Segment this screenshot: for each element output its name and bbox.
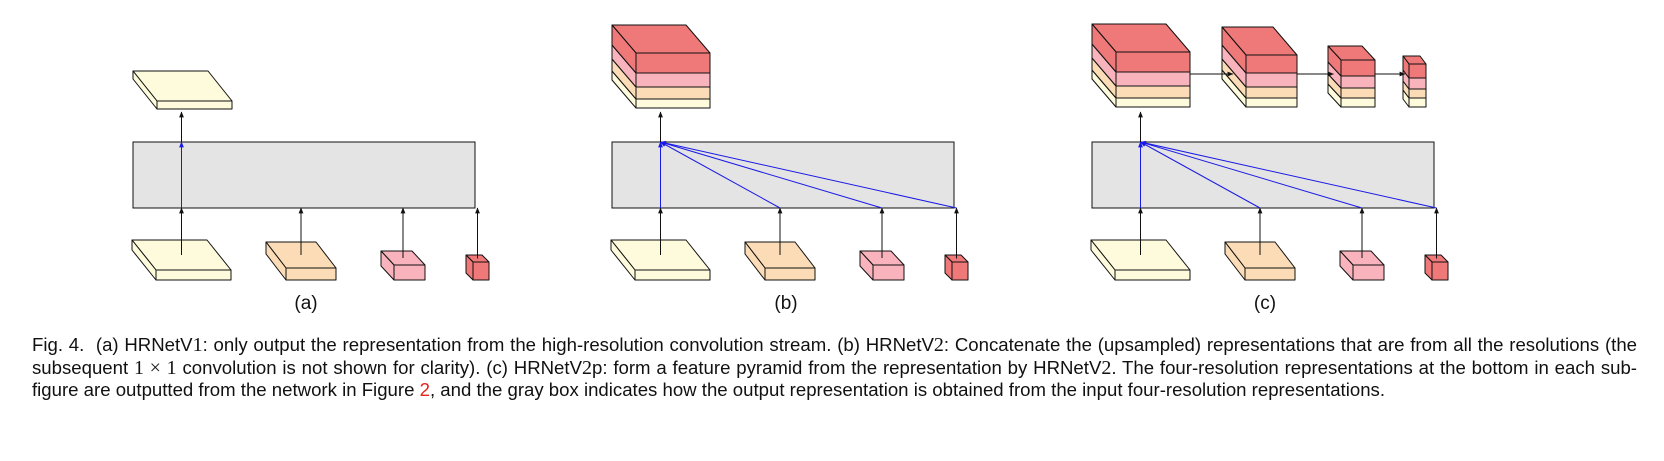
caption-a-text: : only output the representation from th… <box>202 334 832 355</box>
b-input-level-2 <box>744 241 816 281</box>
subfigure-b-label: (b) <box>774 293 797 314</box>
caption-b-label: (b) HRNetV <box>837 334 934 355</box>
caption-b-text: : Concatenate the (upsampled) representa… <box>32 334 1637 378</box>
c-pyramid-level-2 <box>1221 26 1298 108</box>
b-blue-arrow-3 <box>659 141 883 209</box>
a-input-level-4 <box>465 254 490 281</box>
hrnet-output-diagram: (a) (b) (c) <box>131 23 1449 314</box>
subfigure-a-label: (a) <box>294 293 317 314</box>
b-gray-box <box>611 141 955 209</box>
a-gray-box <box>132 141 476 209</box>
subfigure-c <box>1090 23 1449 281</box>
b-concat-output-layer-4 <box>611 24 711 74</box>
caption-c-num: 2 <box>581 356 592 379</box>
c-blue-arrow-4 <box>1139 140 1437 209</box>
c-blue-arrow-2 <box>1139 141 1261 209</box>
figure-caption: Fig. 4. (a) HRNetV1: only output the rep… <box>32 334 1637 402</box>
caption-conv-size: 1 × 1 <box>134 356 177 379</box>
c-input-level-4 <box>1424 254 1449 281</box>
caption-c-suffix: p <box>591 356 603 378</box>
a-input-level-3 <box>380 250 426 281</box>
caption-a-label: (a) HRNetV <box>95 334 193 355</box>
caption-c-text3: , and the gray box indicates how the out… <box>429 379 1386 400</box>
subfigure-b <box>610 24 969 281</box>
caption-c-label: (c) HRNetV <box>486 356 582 378</box>
figure-2-link[interactable]: 2 <box>419 379 430 400</box>
b-blue-arrow-4 <box>659 140 957 209</box>
c-pyramid-level-2-layer-4 <box>1221 26 1298 74</box>
subfigure-c-label: (c) <box>1254 293 1276 314</box>
c-pyramid-level-1 <box>1091 23 1191 108</box>
c-pyramid-level-1-layer-4 <box>1091 23 1191 73</box>
c-gray-box <box>1091 141 1435 209</box>
caption-prefix: Fig. 4. <box>32 334 85 355</box>
b-concat-output <box>611 24 711 109</box>
c-pyramid-level-4 <box>1402 55 1427 108</box>
caption-b-num: 2 <box>933 334 944 356</box>
a-output-representation <box>132 70 233 110</box>
caption-c-num2: 2 <box>1101 356 1112 379</box>
caption-c-text: : form a feature pyramid from the repres… <box>602 356 1102 378</box>
c-pyramid-level-4-layer-4 <box>1402 55 1427 79</box>
c-pyramid-level-3 <box>1327 45 1376 108</box>
b-input-level-4 <box>944 254 969 281</box>
caption-b-text2: convolution is not shown for clarity). <box>182 356 481 378</box>
caption-a-num: 1 <box>192 334 203 356</box>
c-pyramid-level-3-layer-4 <box>1327 45 1376 77</box>
caption-c-text2: . The four-resolution representations at… <box>32 356 1637 401</box>
subfigure-a <box>131 70 490 281</box>
b-blue-arrow-2 <box>659 141 781 209</box>
c-blue-arrow-3 <box>1139 141 1363 209</box>
